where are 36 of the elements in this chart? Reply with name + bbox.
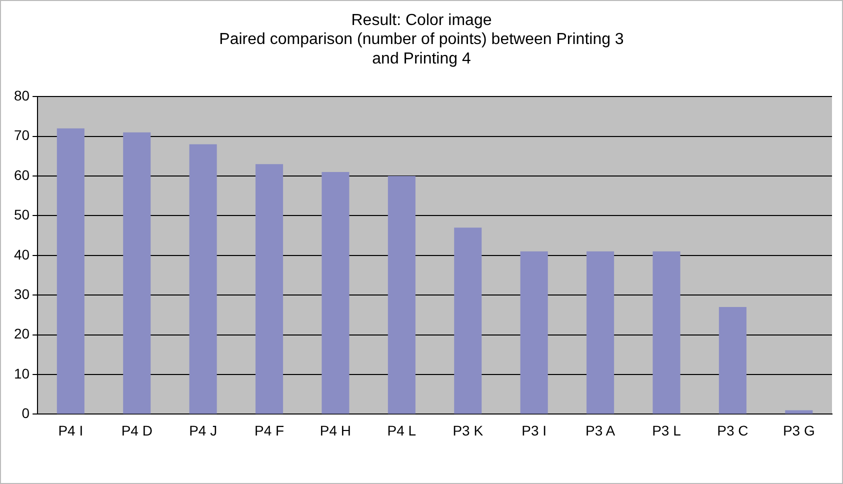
- y-tick-label: 80: [14, 87, 30, 104]
- x-tick-label: P4 D: [121, 422, 152, 438]
- x-tick-label: P3 A: [585, 422, 616, 438]
- x-tick-label: P4 H: [320, 422, 352, 438]
- y-tick-label: 0: [22, 405, 30, 422]
- bar: [322, 172, 350, 414]
- y-tick-label: 70: [14, 127, 30, 144]
- x-tick-label: P3 K: [452, 422, 484, 438]
- bar: [785, 410, 813, 414]
- bar: [388, 176, 416, 414]
- bar: [586, 251, 614, 414]
- text: Paired comparison (number of points) between Printing 3: [219, 31, 624, 48]
- bar: [652, 251, 680, 414]
- x-tick-label: P4 L: [387, 422, 416, 438]
- text: Result: Color image: [351, 12, 492, 30]
- y-tick-label: 40: [14, 246, 30, 262]
- bar: [56, 128, 84, 414]
- bar: [123, 132, 151, 414]
- bar: [256, 164, 284, 414]
- x-tick-label: P3 G: [782, 422, 815, 438]
- bar: [189, 144, 217, 414]
- y-tick-label: 50: [14, 206, 30, 223]
- y-tick-label: 20: [14, 326, 30, 342]
- x-tick-label: P4 I: [58, 422, 84, 438]
- x-tick-label: P3 L: [652, 422, 682, 438]
- x-tick-label: P4 F: [254, 422, 284, 438]
- x-tick-label: P4 J: [189, 422, 218, 438]
- bar: [454, 228, 482, 414]
- y-tick-label: 10: [14, 365, 30, 382]
- y-tick-label: 60: [14, 166, 30, 183]
- x-tick-label: P3 C: [717, 422, 748, 438]
- y-tick-label: 30: [14, 286, 30, 302]
- text: and Printing 4: [372, 50, 471, 68]
- bar: [520, 251, 548, 414]
- bar: [718, 307, 746, 414]
- x-tick-label: P3 I: [522, 422, 547, 438]
